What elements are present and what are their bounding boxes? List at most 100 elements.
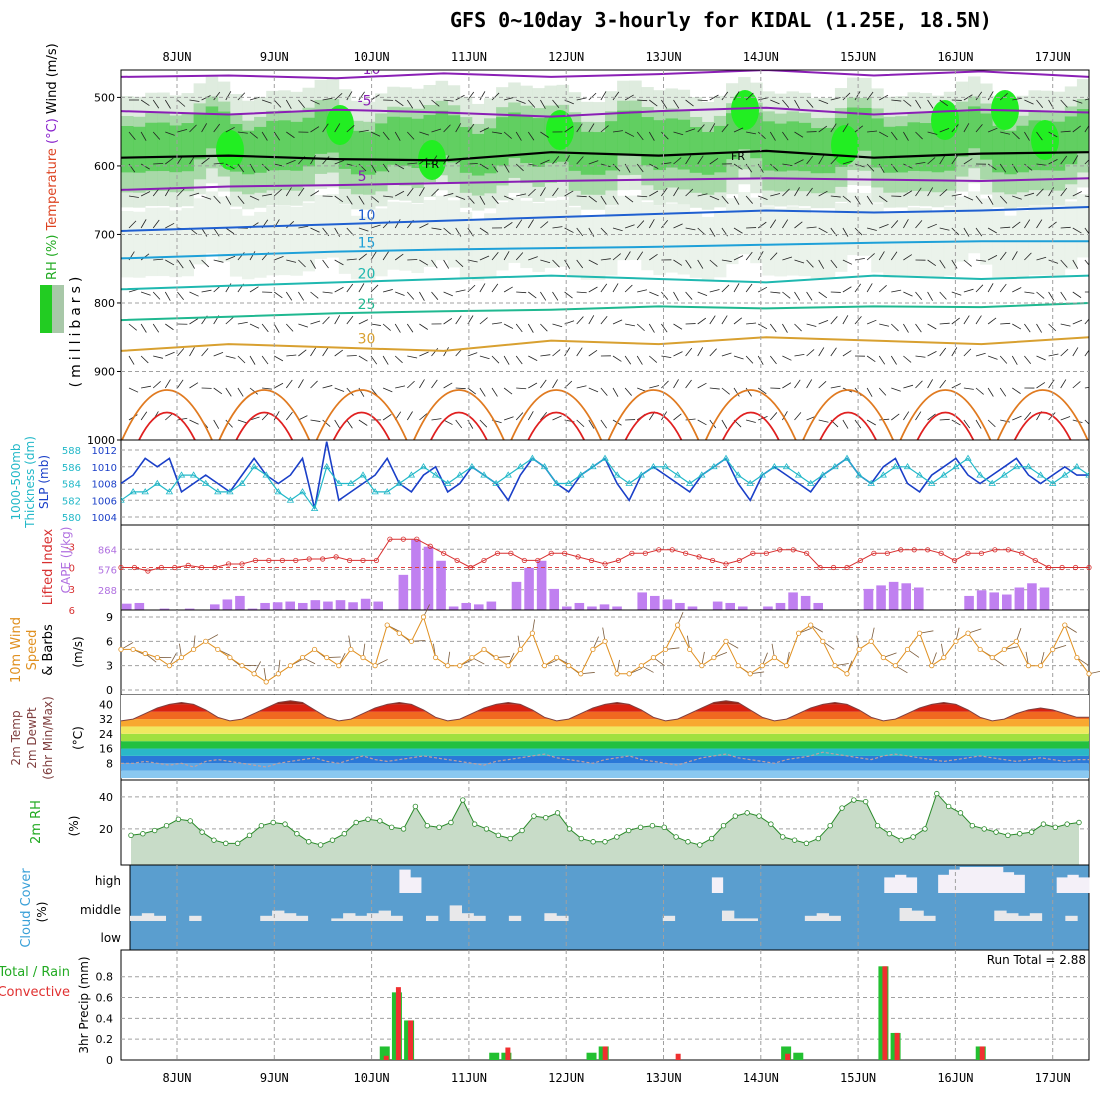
- rh-marker: [365, 816, 371, 822]
- thickness-marker: [1036, 471, 1045, 478]
- wind-barb: [406, 99, 414, 109]
- wind-barb: [394, 323, 401, 333]
- thickness-marker: [988, 479, 996, 486]
- cloud-cell: [390, 915, 403, 921]
- li-marker: [279, 557, 285, 564]
- wind-barb: [406, 291, 415, 300]
- tick-label: 580: [62, 513, 81, 524]
- tick-label: 288: [98, 586, 117, 597]
- wind-barb: [1060, 416, 1071, 421]
- wind-barb: [189, 124, 197, 133]
- wind-barb: [358, 283, 365, 293]
- date-label: 8JUN: [163, 1071, 192, 1085]
- rh-marker: [1064, 821, 1070, 827]
- wind-barb: [576, 419, 585, 428]
- rh-shading: [121, 76, 1089, 281]
- wind-marker: [517, 646, 523, 653]
- rh-high-blob: [546, 110, 574, 150]
- cape-bar: [549, 588, 559, 610]
- wind-barb: [758, 323, 768, 330]
- thickness-marker: [927, 479, 936, 486]
- cape-bar: [348, 602, 358, 610]
- rh-cell: [689, 212, 703, 278]
- wind-barb: [963, 288, 974, 293]
- rh-marker: [460, 797, 466, 803]
- wind-barb: [443, 382, 453, 389]
- wind-barb: [612, 227, 623, 232]
- wind-marker: [348, 646, 354, 653]
- wind-barb: [987, 419, 996, 428]
- wind-barb: [467, 387, 477, 395]
- wind-barb: [588, 123, 595, 133]
- date-label: 10JUN: [354, 1071, 390, 1085]
- wind-barb: [745, 163, 753, 173]
- ylabel-part: RH (%): [45, 230, 60, 280]
- wind-barb: [649, 291, 659, 297]
- rh-marker: [1040, 821, 1047, 827]
- wind-barb: [322, 291, 333, 294]
- wind-barb: [1060, 155, 1068, 165]
- wind-barb: [927, 223, 937, 229]
- thickness-marker: [698, 471, 706, 478]
- cape-bar: [587, 606, 597, 610]
- wind-barb: [782, 256, 793, 261]
- wind-barb: [152, 219, 160, 229]
- rh-cell: [629, 195, 642, 260]
- wind-barb: [758, 195, 768, 200]
- wind-barb: [842, 123, 849, 133]
- wind-barb: [503, 97, 514, 101]
- rh-cell: [121, 126, 134, 173]
- cape-bar: [423, 546, 434, 610]
- rh-marker: [839, 805, 845, 811]
- wind-barb: [1012, 97, 1023, 101]
- wind-barb: [1024, 99, 1034, 105]
- wind-barb: [552, 415, 562, 421]
- cloud-cell: [938, 874, 950, 893]
- wind-barb: [1072, 347, 1079, 357]
- tick-label: 6: [69, 606, 75, 617]
- rh-marker: [945, 803, 952, 810]
- wind-barb: [382, 251, 389, 261]
- wind-barb: [564, 126, 574, 133]
- thickness-marker: [359, 471, 367, 478]
- wind-barb: [189, 99, 200, 102]
- rh-marker: [874, 823, 881, 829]
- wind-barb: [576, 316, 584, 325]
- wind-barb: [177, 417, 188, 421]
- wind-barb: [564, 155, 570, 165]
- li-marker: [494, 550, 501, 556]
- wind-barb: [697, 419, 707, 426]
- wind-barb: [963, 419, 971, 429]
- wind-barb: [999, 163, 1007, 173]
- wind-barb: [394, 253, 404, 261]
- wind-marker: [711, 654, 717, 661]
- wind-barb: [709, 94, 719, 101]
- wind-barb: [479, 227, 489, 234]
- precip-bars: [379, 966, 986, 1060]
- isotherm--10: [121, 70, 1089, 80]
- wind-barb: [806, 226, 817, 229]
- wind-barb: [709, 157, 719, 165]
- li-marker: [1032, 557, 1038, 564]
- rh-cell: [326, 194, 340, 258]
- wind-barb: [406, 323, 414, 333]
- wind-barb: [903, 291, 913, 297]
- wind-barb: [927, 157, 936, 165]
- wind-barb: [237, 131, 248, 134]
- wind-barb: [818, 125, 828, 133]
- wind-barb: [1036, 219, 1043, 229]
- thickness-marker: [371, 488, 379, 495]
- thickness-marker: [383, 488, 391, 495]
- wind-barb: [394, 99, 404, 107]
- wind-barb: [213, 195, 221, 204]
- wind-barb: [879, 224, 889, 229]
- thickness-marker: [577, 471, 585, 478]
- cloud-cell: [1006, 913, 1019, 921]
- isotherm-label: -5: [358, 94, 372, 110]
- li-marker: [602, 561, 608, 567]
- date-label: 17JUN: [1035, 1071, 1071, 1085]
- cloud-cell: [1065, 915, 1078, 921]
- tick-label: 0.2: [96, 1033, 114, 1046]
- tick-label: 800: [94, 297, 115, 310]
- rh-marker: [720, 823, 727, 829]
